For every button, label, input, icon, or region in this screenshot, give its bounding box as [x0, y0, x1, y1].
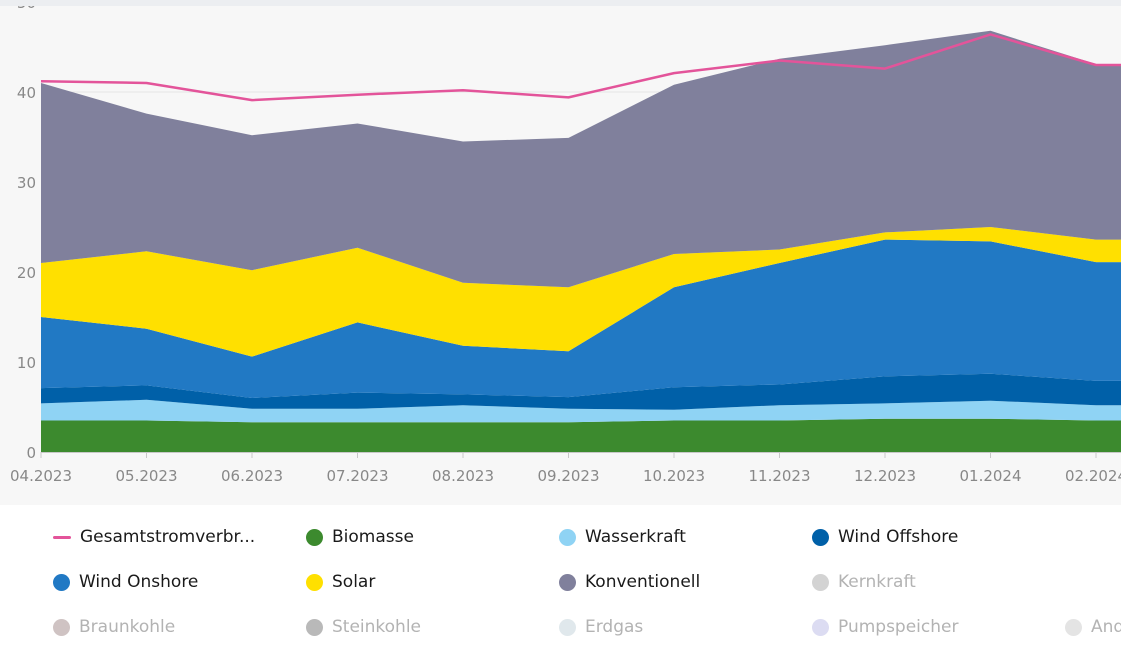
line-gesamtstromverbr[interactable] [40, 33, 1121, 102]
legend-item-pumpspeicher[interactable]: Pumpspeicher [812, 615, 958, 639]
legend-dot-marker-icon [812, 618, 829, 636]
legend-dot-marker-icon [53, 573, 70, 591]
legend-dot-marker-icon [53, 618, 70, 636]
x-tick-label: 12.2023 [854, 467, 916, 485]
legend-label: Konventionell [585, 572, 701, 592]
legend-item-erdgas[interactable]: Erdgas [559, 615, 643, 639]
x-tick-label: 11.2023 [748, 467, 810, 485]
legend-item-konventionell[interactable]: Konventionell [559, 570, 700, 594]
legend-label: Braunkohle [79, 617, 176, 637]
legend-item-solar[interactable]: Solar [306, 570, 375, 594]
legend-dot-marker-icon [306, 573, 323, 591]
legend-dot-marker-icon [812, 573, 829, 591]
x-tick-label: 07.2023 [326, 467, 388, 485]
legend-item-gesamtstromverbr[interactable]: Gesamtstromverbr... [53, 525, 255, 549]
area-wind-offshore[interactable] [41, 373, 1121, 410]
top-divider [0, 0, 1121, 6]
area-wind-onshore[interactable] [41, 239, 1121, 398]
legend-label: Kernkraft [838, 572, 916, 592]
legend-item-wind-offshore[interactable]: Wind Offshore [812, 525, 958, 549]
legend-dot-marker-icon [559, 528, 576, 546]
legend-dot-marker-icon [1065, 618, 1082, 636]
legend-item-braunkohle[interactable]: Braunkohle [53, 615, 175, 639]
legend-label: Wind Onshore [79, 572, 199, 592]
legend-item-steinkohle[interactable]: Steinkohle [306, 615, 421, 639]
legend-label: Erdgas [585, 617, 644, 637]
legend-dot-marker-icon [559, 573, 576, 591]
x-tick-label: 09.2023 [537, 467, 599, 485]
legend-item-kernkraft[interactable]: Kernkraft [812, 570, 916, 594]
legend-label: Pumpspeicher [838, 617, 959, 637]
chart-legend: Gesamtstromverbr... Biomasse Wasserkraft Wi… [0, 505, 1121, 661]
legend-line-marker-icon [53, 535, 71, 539]
legend-label: And [1091, 617, 1121, 637]
x-tick-label: 01.2024 [959, 467, 1021, 485]
area-wasserkraft[interactable] [41, 399, 1121, 423]
area-biomasse[interactable] [41, 418, 1121, 452]
legend-item-biomasse[interactable]: Biomasse [306, 525, 414, 549]
y-tick-label: 40 [17, 84, 36, 102]
legend-label: Steinkohle [332, 617, 422, 637]
legend-dot-marker-icon [306, 618, 323, 636]
y-tick-label: 20 [17, 264, 36, 282]
legend-dot-marker-icon [812, 528, 829, 546]
legend-item-wasserkraft[interactable]: Wasserkraft [559, 525, 686, 549]
legend-dot-marker-icon [306, 528, 323, 546]
legend-label: Wind Offshore [838, 527, 959, 547]
area-series-group [41, 30, 1121, 452]
y-tick-label: 30 [17, 174, 36, 192]
area-konventionell[interactable] [41, 30, 1121, 288]
legend-label: Solar [332, 572, 376, 592]
legend-label: Wasserkraft [585, 527, 686, 547]
x-tick-label: 08.2023 [432, 467, 494, 485]
x-tick-label: 10.2023 [643, 467, 705, 485]
x-tick-label: 04.2023 [10, 467, 72, 485]
line-series-group [40, 33, 1121, 102]
x-tick-label: 02.2024 [1065, 467, 1121, 485]
legend-label: Gesamtstromverbr... [80, 527, 256, 547]
legend-label: Biomasse [332, 527, 414, 547]
chart-area: 0 10 20 30 40 50 04.2023 05.2023 06.2023 07.2023 0… [0, 0, 1121, 485]
legend-item-wind-onshore[interactable]: Wind Onshore [53, 570, 198, 594]
y-tick-label: 10 [17, 354, 36, 372]
legend-item-and[interactable]: And [1065, 615, 1121, 639]
area-solar[interactable] [41, 227, 1121, 357]
legend-dot-marker-icon [559, 618, 576, 636]
x-tick-label: 06.2023 [221, 467, 283, 485]
y-tick-label: 0 [26, 444, 36, 462]
x-tick-label: 05.2023 [115, 467, 177, 485]
